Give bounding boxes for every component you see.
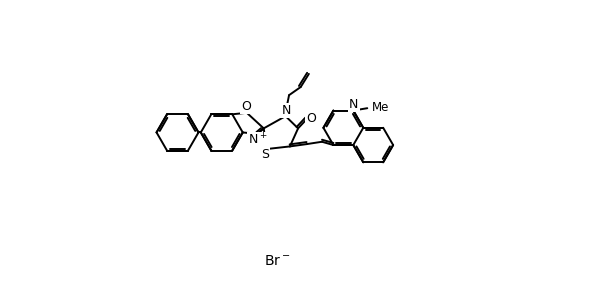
Text: N$^+$: N$^+$ bbox=[248, 133, 268, 148]
Text: N: N bbox=[281, 104, 291, 117]
Text: O: O bbox=[306, 112, 316, 125]
Text: Br$^-$: Br$^-$ bbox=[264, 254, 290, 268]
Text: N: N bbox=[349, 98, 359, 111]
Text: O: O bbox=[241, 100, 251, 113]
Text: Me: Me bbox=[372, 101, 389, 114]
Text: S: S bbox=[261, 148, 270, 161]
